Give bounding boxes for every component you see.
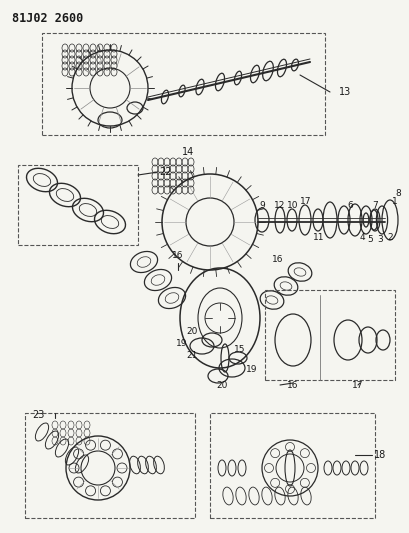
Text: 19: 19 [176,340,188,349]
Text: 20: 20 [216,382,228,391]
Text: 19: 19 [246,366,258,375]
Bar [265,290,395,380]
Text: 9: 9 [259,200,265,209]
Text: 3: 3 [377,236,383,245]
Text: 15: 15 [234,345,246,354]
Text: 5: 5 [367,236,373,245]
Text: 17: 17 [352,381,364,390]
Text: 16: 16 [172,252,184,261]
Text: 16: 16 [287,381,299,390]
Text: 4: 4 [359,233,365,243]
Text: 21: 21 [187,351,198,360]
Bar [18,165,138,245]
Bar [42,33,325,135]
Text: 11: 11 [313,233,325,243]
Text: 81J02 2600: 81J02 2600 [12,12,83,25]
Text: 23: 23 [32,410,44,420]
Text: 10: 10 [287,200,299,209]
Text: 6: 6 [347,200,353,209]
Text: 8: 8 [395,190,401,198]
Bar [210,413,375,518]
Text: 18: 18 [374,450,386,460]
Text: 1: 1 [392,198,398,206]
Text: 20: 20 [187,327,198,336]
Text: 22: 22 [160,167,172,177]
Text: 16: 16 [272,255,284,264]
Text: 14: 14 [182,147,194,157]
Text: 7: 7 [372,200,378,209]
Text: 13: 13 [339,87,351,97]
Bar [25,413,195,518]
Text: 17: 17 [300,198,312,206]
Text: 2: 2 [387,233,393,243]
Text: 12: 12 [274,200,286,209]
